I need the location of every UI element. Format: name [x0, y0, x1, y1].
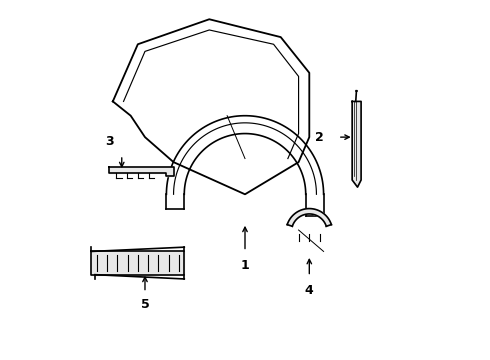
Text: 2: 2 [315, 131, 323, 144]
Text: 4: 4 [305, 284, 314, 297]
Text: 3: 3 [105, 135, 114, 148]
Text: 1: 1 [241, 258, 249, 271]
Polygon shape [352, 102, 361, 187]
Text: 5: 5 [141, 298, 149, 311]
Polygon shape [109, 167, 173, 176]
Polygon shape [92, 251, 184, 275]
Polygon shape [287, 208, 331, 226]
